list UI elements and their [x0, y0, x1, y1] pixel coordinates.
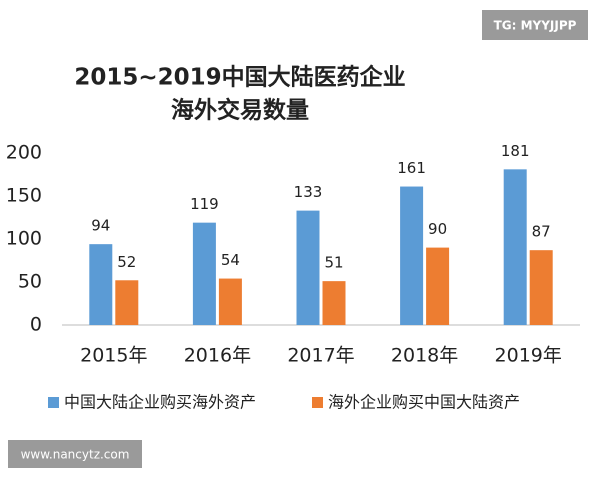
data-label: 90 — [428, 220, 447, 238]
chart-title: 海外交易数量 — [171, 97, 309, 124]
badge-box — [482, 10, 588, 40]
data-label: 51 — [324, 254, 343, 272]
badge: TG: MYYJJPP — [494, 19, 577, 33]
x-tick-label: 2015年 — [80, 345, 147, 367]
y-tick-label: 150 — [6, 185, 42, 207]
bar — [426, 247, 450, 325]
bar — [400, 186, 424, 325]
bar — [296, 210, 320, 325]
bar — [322, 281, 346, 325]
data-label: 87 — [532, 223, 551, 241]
y-tick-label: 0 — [30, 314, 42, 336]
legend-label: 海外企业购买中国大陆资产 — [328, 393, 520, 412]
data-label: 54 — [221, 251, 240, 269]
badge-box — [8, 440, 142, 468]
legend-label: 中国大陆企业购买海外资产 — [64, 393, 256, 412]
data-label: 52 — [117, 253, 136, 271]
bar — [89, 244, 113, 325]
legend-swatch — [48, 397, 59, 408]
y-tick-label: 50 — [18, 271, 42, 293]
data-label: 161 — [397, 159, 426, 177]
data-label: 94 — [91, 217, 110, 235]
x-tick-label: 2017年 — [287, 345, 354, 367]
bar — [529, 250, 553, 325]
bar — [503, 169, 527, 325]
y-tick-label: 100 — [6, 228, 42, 250]
badge: www.nancytz.com — [21, 448, 130, 462]
bar — [192, 222, 216, 325]
x-tick-label: 2019年 — [495, 345, 562, 367]
y-tick-label: 200 — [6, 142, 42, 164]
data-label: 181 — [501, 142, 530, 160]
x-tick-label: 2016年 — [184, 345, 251, 367]
bar — [218, 278, 242, 325]
legend-swatch — [312, 397, 323, 408]
data-label: 133 — [294, 183, 323, 201]
x-tick-label: 2018年 — [391, 345, 458, 367]
bar — [115, 280, 139, 325]
data-label: 119 — [190, 195, 219, 213]
chart-title: 2015~2019中国大陆医药企业 — [74, 64, 405, 91]
